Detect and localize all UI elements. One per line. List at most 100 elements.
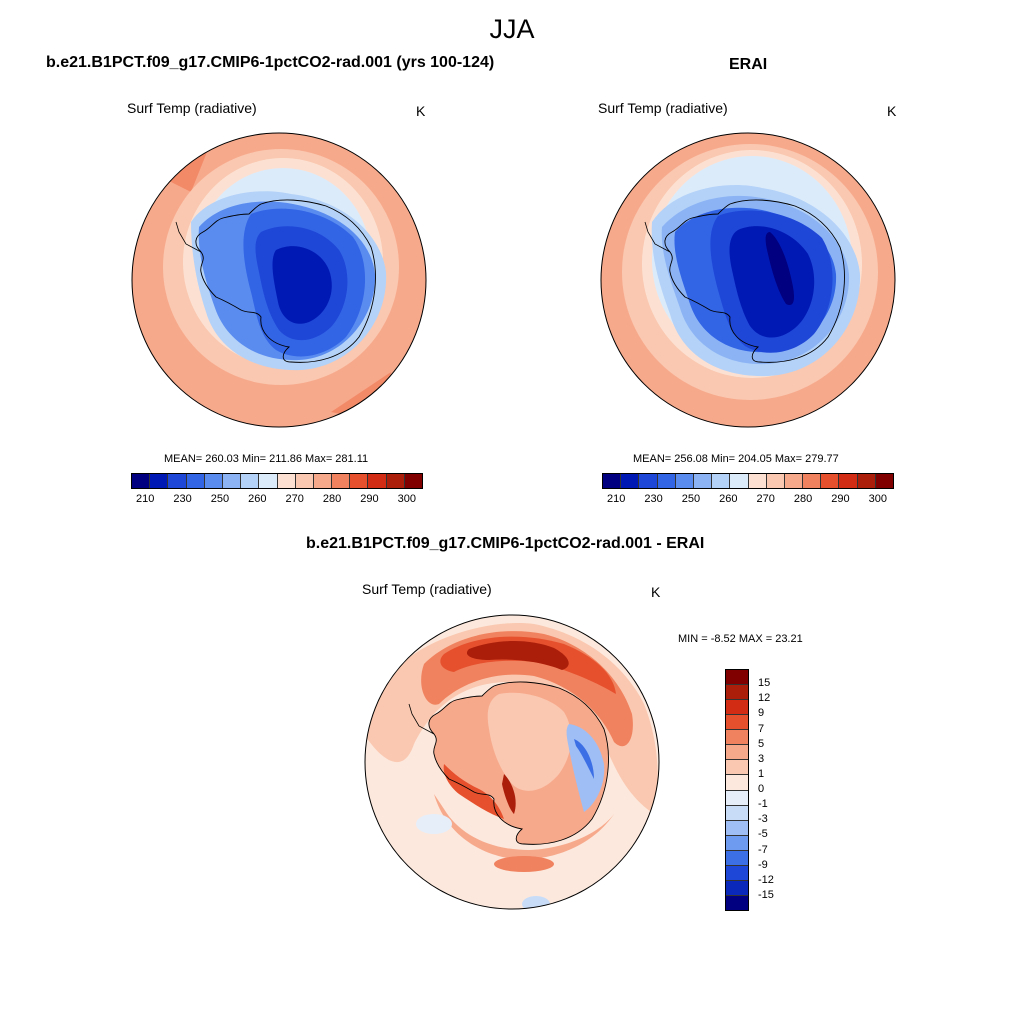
colorbar-swatch <box>748 474 767 488</box>
model-core <box>272 246 332 324</box>
colorbar-swatch <box>150 474 169 488</box>
diff-colorbar-ticks: 15 12 9 7 5 3 1 0 -1 -3 -5 -7 -9 -12 -15 <box>758 669 798 909</box>
colorbar-swatch <box>295 474 314 488</box>
colorbar-swatch <box>132 474 151 488</box>
diff-cool-core-east <box>574 739 594 779</box>
diff-warm-blob-south <box>494 856 554 872</box>
colorbar-swatch <box>204 474 223 488</box>
colorbar-swatch <box>241 474 260 488</box>
colorbar-swatch <box>186 474 205 488</box>
obs-polar-map <box>600 132 896 428</box>
colorbar-tick-label: 230 <box>644 493 663 505</box>
colorbar-swatch <box>857 474 876 488</box>
colorbar-swatch <box>726 865 748 881</box>
obs-map-border <box>600 132 896 428</box>
diff-variable-label: Surf Temp (radiative) <box>362 581 492 597</box>
figure-title: JJA <box>489 14 535 44</box>
colorbar-swatch <box>726 805 748 821</box>
diff-peninsula-coast <box>408 703 435 735</box>
colorbar-swatch <box>386 474 405 488</box>
colorbar-tick-label: 210 <box>136 493 155 505</box>
colorbar-swatch <box>603 474 622 488</box>
colorbar-swatch <box>839 474 858 488</box>
colorbar-tick-label: 270 <box>756 493 775 505</box>
colorbar-swatch <box>821 474 840 488</box>
colorbar-tick-label: -12 <box>758 873 774 886</box>
colorbar-swatch <box>404 474 422 488</box>
colorbar-tick-label: 15 <box>758 677 771 690</box>
colorbar-tick-label: -3 <box>758 813 768 826</box>
obs-panel-title: ERAI <box>729 56 768 73</box>
obs-core <box>765 232 794 306</box>
colorbar-swatch <box>726 775 748 791</box>
obs-coastline <box>664 199 845 363</box>
diff-units-label: K <box>651 584 661 600</box>
colorbar-swatch <box>712 474 731 488</box>
model-units-label: K <box>416 103 426 119</box>
obs-variable-label: Surf Temp (radiative) <box>598 100 728 116</box>
colorbar-tick-label: 1 <box>758 767 765 780</box>
colorbar-swatch <box>726 820 748 836</box>
colorbar-tick-label: -15 <box>758 888 774 901</box>
colorbar-swatch <box>368 474 387 488</box>
diff-coastline <box>428 681 609 845</box>
colorbar-tick-label: 300 <box>397 493 416 505</box>
colorbar-tick-label: 260 <box>248 493 267 505</box>
diff-stats: MIN = -8.52 MAX = 23.21 <box>678 633 803 645</box>
colorbar-swatch <box>168 474 187 488</box>
colorbar-swatch <box>766 474 785 488</box>
obs-colorbar-ticks: 210 230 250 260 270 280 290 300 <box>607 493 887 505</box>
colorbar-tick-label: 7 <box>758 722 765 735</box>
colorbar-tick-label: 230 <box>173 493 192 505</box>
colorbar-swatch <box>693 474 713 488</box>
colorbar-tick-label: 250 <box>210 493 230 505</box>
diff-polar-map <box>364 614 660 910</box>
obs-units-label: K <box>887 103 897 119</box>
model-map-border <box>131 132 427 428</box>
colorbar-swatch <box>726 895 748 910</box>
colorbar-swatch <box>639 474 658 488</box>
colorbar-swatch <box>726 730 748 746</box>
colorbar-tick-label: 290 <box>360 493 379 505</box>
colorbar-swatch <box>726 835 748 851</box>
colorbar-tick-label: -1 <box>758 798 768 811</box>
colorbar-swatch <box>726 745 748 761</box>
colorbar-swatch <box>350 474 369 488</box>
colorbar-swatch <box>675 474 694 488</box>
colorbar-swatch <box>726 715 748 731</box>
colorbar-tick-label: 9 <box>758 707 765 720</box>
diff-continent-inner <box>487 692 572 791</box>
diff-warm-ring-south <box>434 794 614 860</box>
colorbar-swatch <box>313 474 333 488</box>
colorbar-swatch <box>332 474 351 488</box>
colorbar-swatch <box>726 760 748 776</box>
colorbar-swatch <box>259 474 278 488</box>
colorbar-tick-label: 5 <box>758 737 765 750</box>
colorbar-tick-label: 290 <box>831 493 850 505</box>
diff-map-border <box>364 614 660 910</box>
model-stats: MEAN= 260.03 Min= 211.86 Max= 281.11 <box>164 453 369 465</box>
colorbar-swatch <box>730 474 749 488</box>
colorbar-tick-label: 210 <box>607 493 626 505</box>
colorbar-tick-label: -7 <box>758 843 768 856</box>
model-coastline <box>195 199 376 363</box>
colorbar-tick-label: 250 <box>681 493 701 505</box>
model-colorbar-ticks: 210 230 250 260 270 280 290 300 <box>136 493 416 505</box>
colorbar-swatch <box>726 790 748 806</box>
model-colorbar <box>131 473 423 489</box>
colorbar-swatch <box>726 700 748 716</box>
diff-panel-title: b.e21.B1PCT.f09_g17.CMIP6-1pctCO2-rad.00… <box>306 535 705 552</box>
colorbar-swatch <box>726 850 748 866</box>
colorbar-swatch <box>726 670 748 686</box>
colorbar-tick-label: -5 <box>758 828 768 841</box>
diff-cool-patch-bottom <box>522 896 550 909</box>
colorbar-swatch <box>222 474 242 488</box>
colorbar-tick-label: -9 <box>758 858 768 871</box>
diff-colorbar <box>725 669 749 911</box>
colorbar-swatch <box>875 474 893 488</box>
diff-cool-patch-southwest <box>416 814 452 834</box>
colorbar-tick-label: 300 <box>868 493 887 505</box>
colorbar-swatch <box>621 474 640 488</box>
colorbar-swatch <box>657 474 676 488</box>
model-polar-map <box>131 132 427 428</box>
